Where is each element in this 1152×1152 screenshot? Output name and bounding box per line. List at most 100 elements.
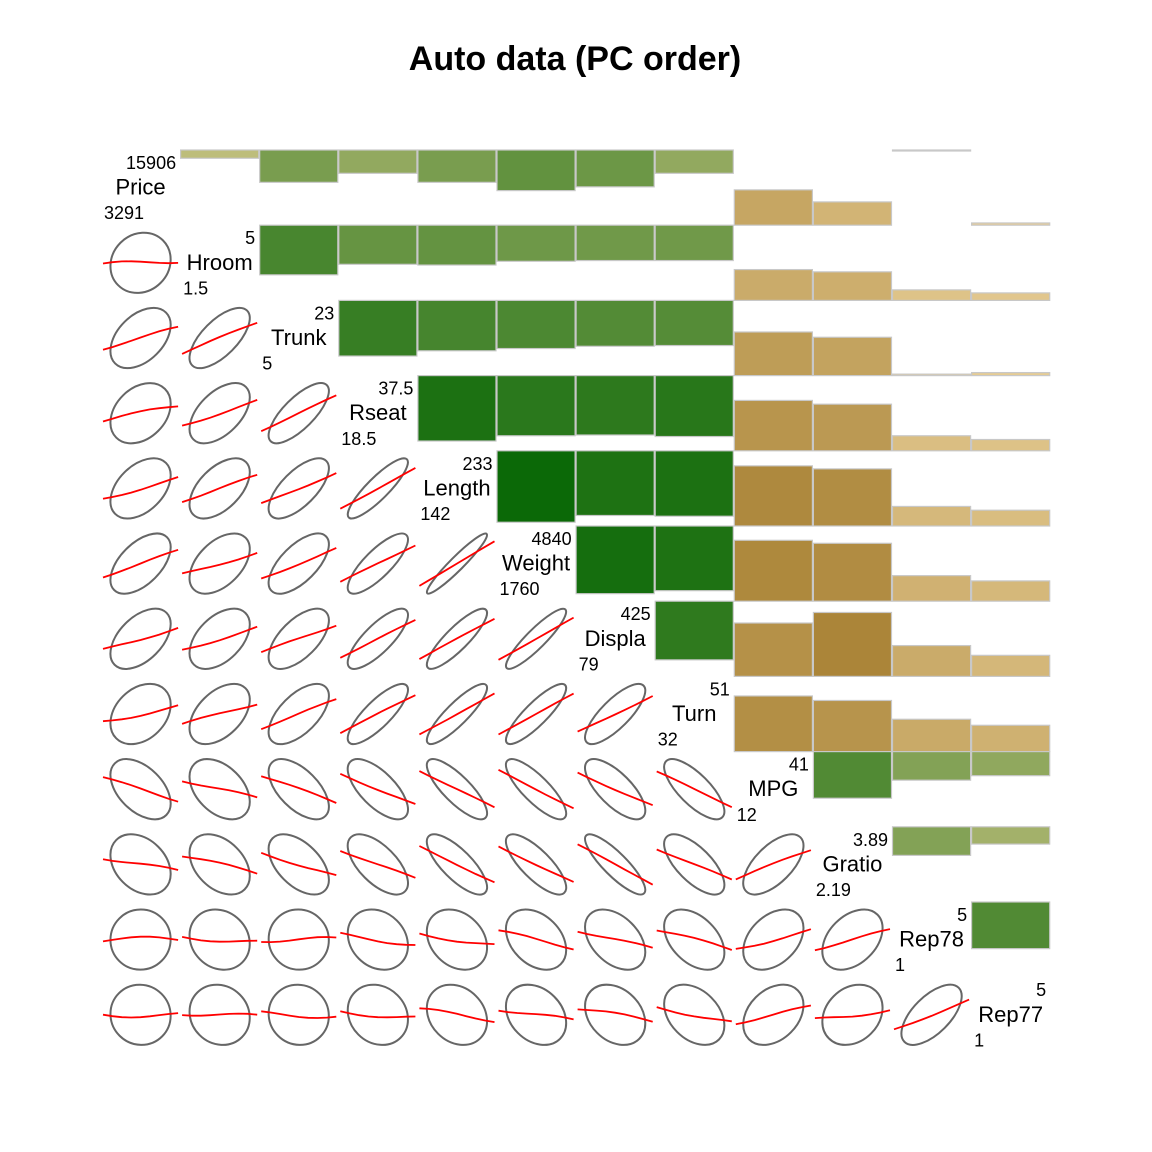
smooth-line-rep78-trunk [261,936,337,944]
corr-ellipse-weight-price [109,532,172,595]
diag-min-mpg: 12 [737,805,757,825]
corr-bar-trunk-displa [575,299,655,347]
corr-bar-mpg-gratio [812,750,893,799]
smooth-line-turn-hroom [181,703,258,725]
corr-bar-trunk-weight [496,299,576,350]
corr-ellipse-rep78-gratio [821,908,884,971]
smooth-line-gratio-weight [498,845,574,883]
smooth-line-gratio-length [418,845,495,884]
corr-ellipse-hroom-price [109,231,172,294]
diag-min-turn: 32 [658,730,678,750]
corr-bar-rseat-turn [654,375,734,438]
corr-bar-turn-rep78 [891,718,972,753]
smooth-line-rep77-trunk [261,1010,337,1019]
corr-bar-rseat-mpg [733,399,813,452]
smooth-line-displa-rseat [339,619,416,659]
corr-ellipse-rep77-rseat [346,983,409,1046]
smooth-line-length-rseat [339,467,416,510]
corr-ellipse-rep78-length [425,908,489,971]
corr-bar-price-rseat [338,149,418,174]
smooth-line-rep77-gratio [814,1009,891,1019]
corr-bar-weight-mpg [733,539,813,602]
corr-ellipse-mpg-hroom [188,758,251,821]
smooth-line-length-price [102,476,179,500]
corr-bar-weight-gratio [812,542,893,602]
corr-bar-length-weight [496,450,576,523]
chart-title: Auto data (PC order) [409,40,741,78]
corr-bar-displa-rep77 [970,654,1051,677]
corr-bar-turn-gratio [812,699,893,753]
corr-ellipse-mpg-length [425,758,489,821]
corr-ellipse-turn-trunk [267,682,330,746]
smooth-line-hroom-price [102,260,179,265]
corr-ellipse-gratio-mpg [742,833,805,896]
smooth-line-weight-rseat [339,544,416,583]
corr-ellipse-rep78-weight [504,908,568,971]
diag-max-rep78: 5 [957,905,967,925]
smooth-line-trunk-hroom [181,321,258,355]
corr-ellipse-gratio-length [425,833,489,896]
diag-label-gratio: Gratio [822,851,882,876]
smooth-line-rep77-turn [656,1006,732,1023]
corr-ellipse-trunk-hroom [188,306,251,370]
corr-bar-rseat-weight [496,375,576,437]
smooth-line-mpg-rseat [339,772,416,805]
corr-ellipse-weight-length [425,532,489,595]
corr-bar-hroom-mpg [733,268,813,301]
corr-bar-trunk-mpg [733,331,813,377]
smooth-line-displa-hroom [181,625,258,651]
smooth-line-rep78-weight [498,929,574,951]
corr-ellipse-rep77-rep78 [900,983,963,1046]
corr-ellipse-turn-rseat [346,682,409,746]
corr-bar-rseat-rep78 [891,435,972,452]
diag-label-rep77: Rep77 [978,1002,1043,1027]
smooth-line-rep78-hroom [181,936,258,943]
corr-bar-gratio-rep78 [891,826,972,856]
diag-max-weight: 4840 [532,529,572,549]
corr-ellipse-mpg-rseat [346,758,409,821]
corr-bar-trunk-rseat [338,299,418,357]
smooth-line-rep78-length [419,932,495,945]
smooth-line-displa-length [418,618,495,660]
corr-ellipse-mpg-weight [504,758,568,821]
smooth-line-mpg-price [102,776,179,803]
corr-ellipse-mpg-trunk [267,758,330,821]
diag-label-length: Length [423,475,490,500]
smooth-line-turn-trunk [260,698,337,731]
corr-ellipse-rep77-trunk [267,983,330,1046]
diag-min-hroom: 1.5 [183,278,208,298]
diag-label-hroom: Hroom [187,250,253,275]
corr-ellipse-mpg-turn [663,758,726,821]
corr-ellipse-rep77-weight [504,983,568,1046]
corr-ellipse-length-price [109,457,172,520]
corr-ellipse-weight-rseat [346,532,409,595]
diag-label-turn: Turn [672,701,716,726]
diag-max-hroom: 5 [245,228,255,248]
smooth-line-turn-length [418,692,495,736]
corr-bar-price-gratio [812,201,893,226]
diag-min-weight: 1760 [500,579,540,599]
corr-ellipse-weight-hroom [188,532,251,595]
corr-ellipse-displa-rseat [346,607,409,670]
corr-ellipse-rep78-turn [663,908,726,971]
smooth-line-weight-trunk [260,547,337,580]
corr-bar-length-displa [575,450,655,517]
smooth-line-rep78-mpg [735,928,812,950]
corr-ellipse-weight-trunk [267,532,330,595]
corr-bar-price-hroom [180,149,260,159]
smooth-line-turn-rseat [339,694,416,734]
corr-ellipse-mpg-displa [584,758,647,821]
corr-ellipse-rseat-hroom [188,382,251,445]
smooth-line-mpg-hroom [181,780,258,799]
corr-ellipse-turn-displa [584,682,647,746]
corr-bar-price-trunk [259,149,339,183]
smooth-line-rep78-rseat [340,931,416,946]
corr-ellipse-rep77-length [425,983,489,1046]
diag-label-mpg: MPG [748,776,798,801]
corr-ellipse-turn-price [109,682,172,746]
smooth-line-rep77-weight [498,1009,574,1021]
corr-ellipse-trunk-price [109,306,172,370]
corr-bar-price-displa [575,149,655,188]
smooth-line-rep78-displa [577,930,653,949]
diag-min-displa: 79 [579,654,599,674]
